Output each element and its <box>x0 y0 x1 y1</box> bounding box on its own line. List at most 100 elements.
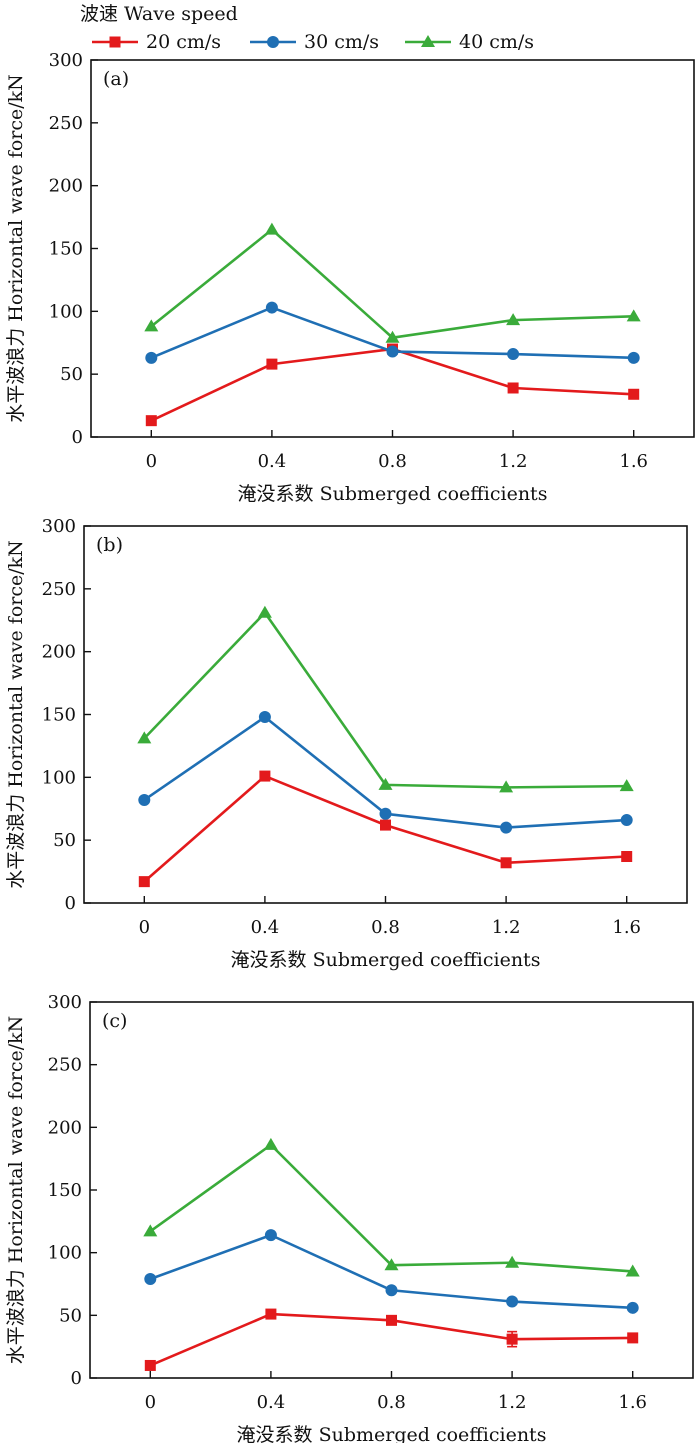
legend-marker <box>267 36 279 48</box>
data-point <box>500 857 512 869</box>
data-point <box>144 1359 156 1371</box>
series <box>144 1229 639 1314</box>
data-point <box>385 330 400 343</box>
data-point <box>259 770 271 782</box>
data-point <box>378 777 393 790</box>
x-tick-label: 0.4 <box>257 1392 286 1413</box>
y-tick-label: 200 <box>49 176 83 197</box>
legend-label: 20 cm/s <box>146 31 221 53</box>
x-axis-label: 淹没系数 Submerged coefficients <box>237 1424 547 1443</box>
legend-marker <box>109 36 121 48</box>
series <box>138 711 633 834</box>
y-tick-label: 300 <box>42 516 76 537</box>
data-point <box>380 819 391 831</box>
legend-label: 30 cm/s <box>304 31 379 53</box>
y-tick-label: 100 <box>48 1243 82 1264</box>
x-tick-label: 0 <box>146 451 157 472</box>
panel-label: (c) <box>102 1010 127 1032</box>
data-point <box>627 1332 639 1344</box>
x-tick-label: 0 <box>139 917 150 938</box>
series-line <box>150 228 634 340</box>
series-line <box>150 347 634 422</box>
chart-panel: 0 50 100 150 200 250 300 0 0.4 0.8 1.2 1.6 淹没系数 Subm… <box>5 516 688 971</box>
x-tick-label: 0.8 <box>371 917 400 938</box>
data-point <box>386 345 399 358</box>
series <box>145 301 640 364</box>
data-point <box>626 1301 639 1314</box>
plot-frame <box>90 59 695 438</box>
data-point <box>144 1272 157 1285</box>
data-point <box>506 1333 518 1345</box>
y-tick-label: 150 <box>48 1180 82 1201</box>
series <box>138 770 633 888</box>
series <box>144 222 641 343</box>
data-point <box>507 348 520 361</box>
data-point <box>507 382 519 394</box>
x-tick-label: 1.6 <box>618 1392 647 1413</box>
y-tick-label: 300 <box>48 992 82 1013</box>
y-tick-label: 250 <box>48 1055 82 1076</box>
data-point <box>264 1229 277 1242</box>
x-tick-label: 0.4 <box>251 917 280 938</box>
data-point <box>137 731 152 744</box>
panels: 0 50 100 150 200 250 300 0 0.4 0.8 1.2 1.6 淹没系数 Subm… <box>5 50 695 1443</box>
data-point <box>627 351 640 364</box>
data-point <box>620 814 633 827</box>
data-point <box>385 1284 398 1297</box>
series <box>143 1137 640 1277</box>
x-tick-label: 1.6 <box>612 917 641 938</box>
chart-panel: 0 50 100 150 200 250 300 0 0.4 0.8 1.2 1.6 淹没系数 Subm… <box>5 50 695 505</box>
data-point <box>144 319 159 332</box>
data-point <box>266 358 278 370</box>
y-tick-label: 250 <box>42 579 76 600</box>
y-axis-label: 水平波浪力 Horizontal wave force/kN <box>5 540 27 889</box>
data-point <box>143 1224 158 1237</box>
y-tick-label: 300 <box>49 50 83 71</box>
x-tick-label: 0.8 <box>378 451 407 472</box>
data-point <box>379 807 392 820</box>
x-tick-label: 1.2 <box>492 917 521 938</box>
series-line <box>143 611 627 789</box>
data-point <box>621 851 633 863</box>
legend-entry: 30 cm/s <box>250 31 379 53</box>
y-tick-label: 50 <box>53 830 76 851</box>
data-point <box>628 388 640 400</box>
data-point <box>257 605 272 618</box>
y-tick-label: 0 <box>71 1368 82 1389</box>
data-point <box>505 1255 520 1268</box>
data-point <box>138 793 151 806</box>
data-point <box>386 1314 397 1326</box>
y-tick-label: 100 <box>42 767 76 788</box>
data-point <box>264 222 279 235</box>
panel-label: (b) <box>96 534 123 556</box>
x-axis-label: 淹没系数 Submerged coefficients <box>238 483 548 505</box>
legend-label: 40 cm/s <box>459 31 534 53</box>
y-tick-label: 50 <box>60 364 83 385</box>
data-point <box>625 1264 640 1277</box>
y-tick-label: 250 <box>49 113 83 134</box>
y-axis-label: 水平波浪力 Horizontal wave force/kN <box>5 74 27 423</box>
chart-panel: 0 50 100 150 200 250 300 0 0.4 0.8 1.2 1.6 淹没系数 Subm… <box>5 992 694 1443</box>
x-tick-label: 1.2 <box>499 451 528 472</box>
y-tick-label: 50 <box>59 1305 82 1326</box>
y-tick-label: 0 <box>65 893 76 914</box>
y-tick-label: 100 <box>49 301 83 322</box>
legend: 波速 Wave speed 20 cm/s 30 cm/s 40 cm/s <box>80 3 534 53</box>
plot-frame <box>83 525 688 904</box>
legend-title: 波速 Wave speed <box>80 3 238 25</box>
x-tick-label: 1.2 <box>498 1392 527 1413</box>
data-point <box>263 1137 278 1150</box>
legend-entry: 40 cm/s <box>405 31 534 53</box>
y-axis-label: 水平波浪力 Horizontal wave force/kN <box>5 1016 27 1365</box>
y-tick-label: 200 <box>42 642 76 663</box>
data-point <box>626 309 641 322</box>
y-tick-label: 0 <box>72 427 83 448</box>
series <box>137 605 634 793</box>
data-point <box>145 415 157 427</box>
data-point <box>258 711 271 724</box>
series-line <box>149 1233 633 1310</box>
data-point <box>145 351 158 364</box>
y-tick-label: 200 <box>48 1117 82 1138</box>
data-point <box>138 876 150 888</box>
